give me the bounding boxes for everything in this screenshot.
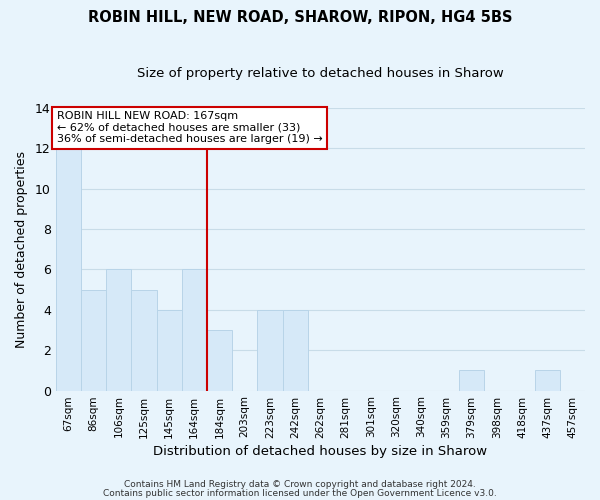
- Bar: [81, 290, 106, 390]
- Y-axis label: Number of detached properties: Number of detached properties: [15, 151, 28, 348]
- Text: Contains HM Land Registry data © Crown copyright and database right 2024.: Contains HM Land Registry data © Crown c…: [124, 480, 476, 489]
- Title: Size of property relative to detached houses in Sharow: Size of property relative to detached ho…: [137, 68, 504, 80]
- Bar: [106, 270, 131, 390]
- Text: ROBIN HILL NEW ROAD: 167sqm
← 62% of detached houses are smaller (33)
36% of sem: ROBIN HILL NEW ROAD: 167sqm ← 62% of det…: [57, 111, 323, 144]
- Bar: [131, 290, 157, 390]
- Text: ROBIN HILL, NEW ROAD, SHAROW, RIPON, HG4 5BS: ROBIN HILL, NEW ROAD, SHAROW, RIPON, HG4…: [88, 10, 512, 25]
- Bar: [257, 310, 283, 390]
- Bar: [283, 310, 308, 390]
- Bar: [56, 148, 81, 390]
- Text: Contains public sector information licensed under the Open Government Licence v3: Contains public sector information licen…: [103, 488, 497, 498]
- Bar: [207, 330, 232, 390]
- X-axis label: Distribution of detached houses by size in Sharow: Distribution of detached houses by size …: [153, 444, 487, 458]
- Bar: [157, 310, 182, 390]
- Bar: [182, 270, 207, 390]
- Bar: [459, 370, 484, 390]
- Bar: [535, 370, 560, 390]
